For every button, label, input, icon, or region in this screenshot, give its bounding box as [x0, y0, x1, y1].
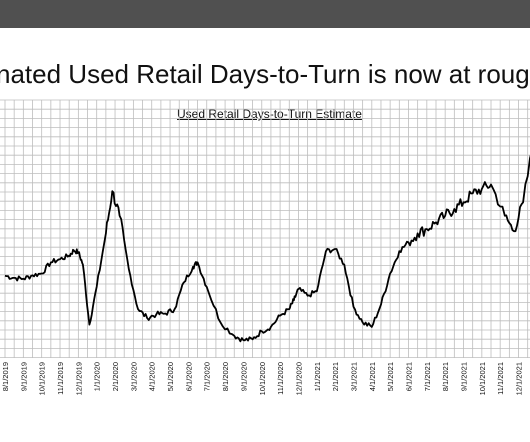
x-tick-label: 8/1/2020: [221, 362, 230, 391]
x-tick-label: 12/1/2019: [74, 362, 83, 395]
chart-title: Used Retail Days-to-Turn Estimate: [177, 107, 362, 121]
x-tick-label: 11/1/2021: [496, 362, 505, 395]
x-tick-label: 7/1/2020: [203, 362, 212, 391]
x-tick-label: 9/1/2020: [239, 362, 248, 391]
x-tick-label: 8/1/2021: [441, 362, 450, 391]
x-tick-label: 12/1/2020: [294, 362, 303, 395]
slide-panel: nated Used Retail Days-to-Turn is now at…: [0, 28, 530, 442]
x-tick-label: 6/1/2020: [184, 362, 193, 391]
x-tick-label: 11/1/2020: [276, 362, 285, 395]
x-tick-label: 2/1/2021: [331, 362, 340, 391]
chart-plot-area: [4, 154, 530, 343]
x-tick-label: 6/1/2021: [405, 362, 414, 391]
x-tick-label: 5/1/2020: [166, 362, 175, 391]
x-tick-label: 10/1/2019: [38, 362, 47, 395]
x-tick-label: 12/1/2021: [515, 362, 524, 395]
x-tick-label: 4/1/2021: [368, 362, 377, 391]
x-tick-label: 8/1/2019: [1, 362, 10, 391]
x-axis-labels: 8/1/2019 9/1/2019 10/1/2019 11/1/2019 12/1/2…: [1, 362, 524, 395]
x-tick-label: 11/1/2019: [56, 362, 65, 395]
x-tick-label: 7/1/2021: [423, 362, 432, 391]
x-tick-label: 10/1/2021: [478, 362, 487, 395]
x-tick-label: 9/1/2019: [19, 362, 28, 391]
x-tick-label: 5/1/2021: [386, 362, 395, 391]
x-tick-label: 4/1/2020: [148, 362, 157, 391]
x-tick-label: 3/1/2020: [129, 362, 138, 391]
headline: nated Used Retail Days-to-Turn is now at…: [0, 59, 530, 89]
x-tick-label: 1/1/2020: [93, 362, 102, 391]
x-tick-label: 2/1/2020: [111, 362, 120, 391]
x-tick-label: 9/1/2021: [460, 362, 469, 391]
x-tick-label: 10/1/2020: [258, 362, 267, 395]
chart-grid: [0, 99, 530, 359]
x-tick-label: 3/1/2021: [350, 362, 359, 391]
x-tick-label: 1/1/2021: [313, 362, 322, 391]
series-line: [4, 154, 530, 343]
